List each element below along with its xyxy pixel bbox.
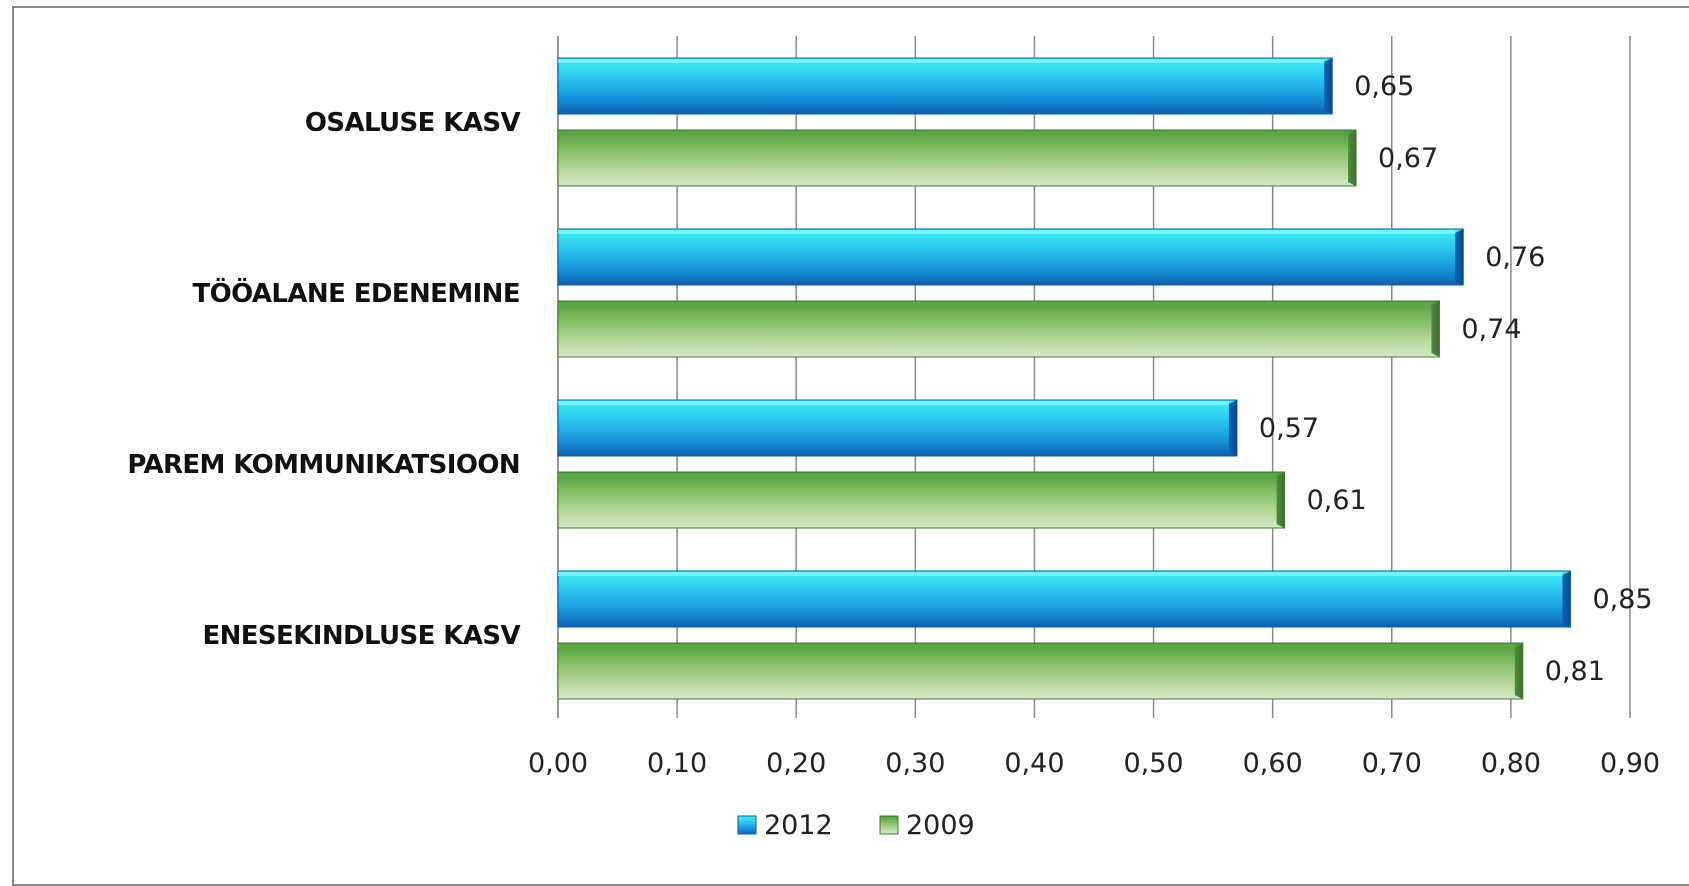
data-label: 0,85 (1592, 584, 1652, 615)
bar-2012 (557, 399, 1238, 457)
data-label: 0,57 (1259, 413, 1319, 444)
data-label: 0,67 (1378, 143, 1438, 174)
data-label: 0,74 (1461, 314, 1521, 345)
bar-2012 (557, 228, 1464, 286)
category-label: OSALUSE KASV (305, 108, 521, 138)
category-label: PAREM KOMMUNIKATSIOON (127, 450, 520, 480)
bar-2012-highlight (558, 230, 1456, 234)
bar-2012-highlight (558, 401, 1229, 405)
category-label: TÖÖALANE EDENEMINE (192, 276, 520, 309)
bar-2009-highlight (558, 644, 1515, 648)
legend-label-2009: 2009 (906, 810, 975, 841)
bar-2009 (557, 642, 1524, 700)
bar-2009-highlight (558, 131, 1349, 135)
bar-2009 (557, 129, 1357, 187)
data-label: 0,61 (1307, 485, 1367, 516)
bar-2012-highlight (558, 59, 1325, 63)
x-tick-label: 0,10 (647, 748, 707, 779)
bar-2012 (557, 57, 1333, 115)
data-label: 0,65 (1354, 71, 1414, 102)
x-tick-label: 0,50 (1123, 748, 1183, 779)
data-label: 0,76 (1485, 242, 1545, 273)
bar-2009 (557, 300, 1440, 358)
bar-2012-cap (1455, 229, 1464, 285)
bar-2012-cap (1228, 400, 1237, 456)
x-tick-label: 0,90 (1600, 748, 1660, 779)
x-tick-label: 0,40 (1004, 748, 1064, 779)
bar-2012-highlight (558, 572, 1563, 576)
bar-2012-cap (1562, 571, 1571, 627)
bar-2009-cap (1514, 643, 1523, 699)
category-label: ENESEKINDLUSE KASV (202, 621, 520, 651)
bar-2009-cap (1276, 472, 1285, 528)
legend-label-2012: 2012 (764, 810, 833, 841)
x-tick-label: 0,00 (528, 748, 588, 779)
bar-2012 (557, 570, 1571, 628)
data-label: 0,81 (1545, 656, 1605, 687)
bar-2009-highlight (558, 473, 1277, 477)
bar-2012-cap (1324, 58, 1333, 114)
legend-swatch-2009 (879, 815, 899, 835)
x-tick-label: 0,80 (1481, 748, 1541, 779)
legend-swatch-2012 (737, 815, 757, 835)
x-tick-label: 0,60 (1243, 748, 1303, 779)
x-tick-label: 0,30 (885, 748, 945, 779)
x-tick-label: 0,70 (1362, 748, 1422, 779)
x-tick-label: 0,20 (766, 748, 826, 779)
bar-chart: 0,00 0,10 0,20 0,30 0,40 0,50 0,60 0,70 0,80 0,90… (127, 36, 1660, 841)
bar-2009-cap (1348, 130, 1357, 186)
bar-2009-cap (1431, 301, 1440, 357)
bar-2009 (557, 471, 1286, 529)
bar-2009-highlight (558, 302, 1432, 306)
